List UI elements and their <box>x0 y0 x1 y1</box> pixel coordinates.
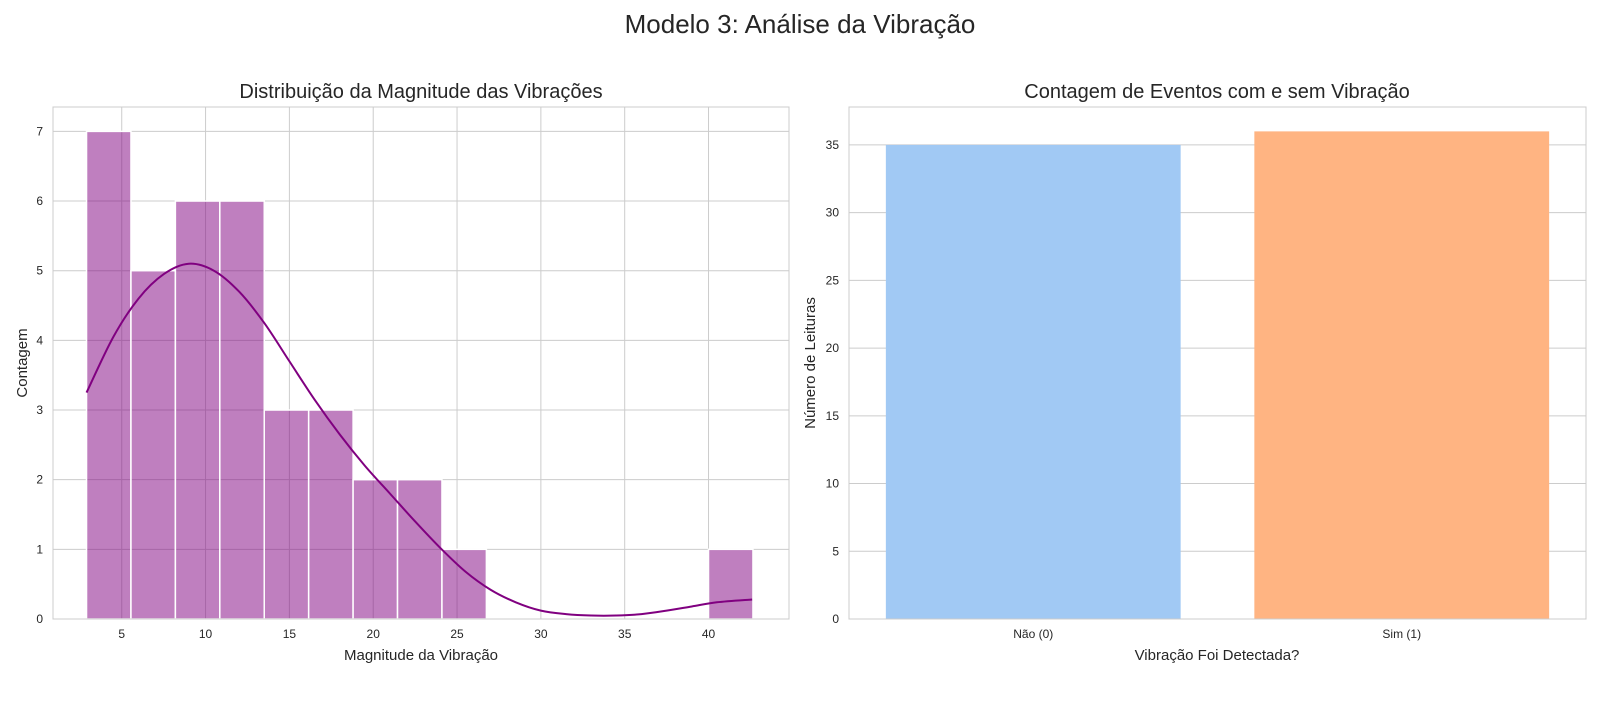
y-tick-label: 1 <box>36 542 43 556</box>
histogram-bar <box>130 269 177 620</box>
x-tick-label: 10 <box>199 627 213 641</box>
y-tick-label: 35 <box>826 138 840 152</box>
count-y-ticks: 0 5 10 15 20 25 30 35 <box>826 138 840 626</box>
figure-title: Modelo 3: Análise da Vibração <box>625 9 976 39</box>
count-bar <box>1254 131 1550 619</box>
y-tick-label: 0 <box>832 612 839 626</box>
y-tick-label: 2 <box>36 473 43 487</box>
y-tick-label: 4 <box>36 333 43 347</box>
y-tick-label: 15 <box>826 409 840 423</box>
x-tick-label: 15 <box>283 627 297 641</box>
y-tick-label: 20 <box>826 341 840 355</box>
count-bars <box>885 131 1550 620</box>
x-tick-label: 30 <box>534 627 548 641</box>
count-frame <box>848 106 1587 620</box>
x-tick-label: Sim (1) <box>1382 627 1421 641</box>
x-tick-label: Não (0) <box>1013 627 1053 641</box>
x-tick-label: 20 <box>367 627 381 641</box>
count-y-label: Número de Leituras <box>802 297 819 429</box>
count-panel: Contagem de Eventos com e sem Vibração N… <box>802 81 1587 664</box>
histogram-bar <box>441 548 488 620</box>
histogram-frame <box>52 106 790 620</box>
x-tick-label: 40 <box>702 627 716 641</box>
x-tick-label: 35 <box>618 627 632 641</box>
y-tick-label: 6 <box>36 194 43 208</box>
y-tick-label: 5 <box>832 544 839 558</box>
histogram-bar <box>307 409 354 620</box>
y-tick-label: 25 <box>826 273 840 287</box>
x-tick-label: 5 <box>118 627 125 641</box>
histogram-bar <box>707 548 754 620</box>
y-tick-label: 10 <box>826 477 840 491</box>
y-tick-label: 30 <box>826 206 840 220</box>
kde-curve <box>85 262 753 617</box>
histogram-y-label: Contagem <box>14 328 31 397</box>
histogram-bar <box>352 478 399 620</box>
histogram-bar <box>85 130 132 620</box>
y-tick-label: 7 <box>36 124 43 138</box>
histogram-x-label: Magnitude da Vibração <box>344 647 498 664</box>
histogram-bar <box>396 478 443 620</box>
histogram-bar <box>219 200 265 620</box>
y-tick-label: 0 <box>36 612 43 626</box>
x-tick-label: 25 <box>450 627 464 641</box>
count-x-ticks: Não (0) Sim (1) <box>1013 627 1421 641</box>
histogram-title: Distribuição da Magnitude das Vibrações <box>239 81 602 103</box>
histogram-bars <box>85 130 754 620</box>
histogram-bar <box>263 409 310 620</box>
count-x-label: Vibração Foi Detectada? <box>1135 647 1300 664</box>
y-tick-label: 3 <box>36 403 43 417</box>
count-title: Contagem de Eventos com e sem Vibração <box>1024 81 1409 103</box>
histogram-y-ticks: 0 1 2 3 4 5 6 7 <box>36 124 43 626</box>
y-tick-label: 5 <box>36 264 43 278</box>
histogram-x-ticks: 5 10 15 20 25 30 35 40 <box>118 627 715 641</box>
count-bar <box>885 144 1181 620</box>
histogram-panel: Distribuição da Magnitude das Vibrações … <box>14 81 790 664</box>
